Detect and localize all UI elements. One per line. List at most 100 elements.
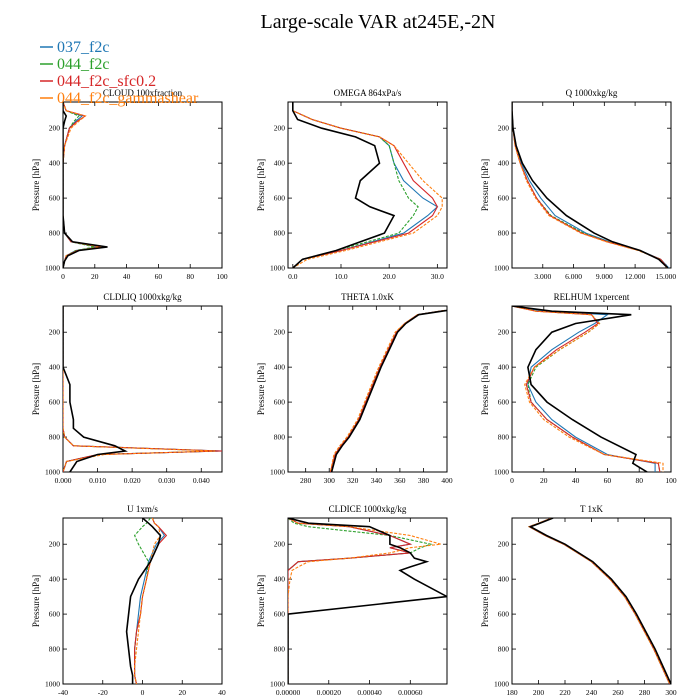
series-line-044-f2c [133,518,151,684]
series-line-044-f2c-sfc0-2 [527,518,671,684]
y-axis-label: Pressure [hPa] [256,575,266,627]
y-tick-label: 800 [274,229,286,238]
x-tick-label: 0.00060 [398,688,423,697]
x-tick-label: 260 [612,688,624,697]
plot-frame [62,305,223,473]
x-tick-label: 0.000 [55,476,72,485]
legend-label: 044_f2c_gammashear [57,90,199,107]
x-tick-label: 340 [371,476,383,485]
y-tick-label: 400 [498,575,510,584]
y-tick-label: 200 [274,124,286,133]
y-tick-label: 400 [498,363,510,372]
series-line-044-f2c [63,102,95,268]
x-tick-label: 100 [665,476,677,485]
x-tick-label: 100 [216,272,228,281]
panel-6: RELHUM 1xpercent Pressure [hPa] 200 400 600 8… [480,292,677,485]
series-line-obs [512,306,648,472]
x-tick-label: 240 [586,688,598,697]
x-tick-label: 40 [572,476,580,485]
series-group [329,309,447,472]
plot-frame [287,101,448,269]
y-axis-label: Pressure [hPa] [256,363,266,415]
x-tick-label: 15.000 [656,272,677,281]
x-tick-label: 80 [635,476,643,485]
series-line-obs [63,102,108,268]
panel-4: CLDLIQ 1000xkg/kg Pressure [hPa] 200 400 600… [31,292,223,485]
x-tick-label: 20 [179,688,187,697]
panel-title: CLDICE 1000xkg/kg [329,504,407,514]
x-tick-label: 40 [218,688,226,697]
y-tick-label: 200 [498,328,510,337]
y-tick-label: 1000 [45,680,60,689]
x-tick-label: 0.0 [288,272,298,281]
y-tick-label: 800 [49,433,61,442]
x-tick-label: 380 [418,476,430,485]
series-line-044-f2c [292,102,419,268]
x-tick-label: 60 [155,272,163,281]
series-line-obs [125,518,162,684]
legend-label: 037_f2c [57,39,109,56]
y-tick-label: 600 [274,610,286,619]
x-tick-label: 80 [186,272,194,281]
y-tick-label: 400 [49,363,61,372]
y-tick-label: 200 [49,328,61,337]
series-line-044-f2c [329,309,445,472]
series-group [512,102,670,268]
y-tick-label: 600 [498,194,510,203]
plot-frame [62,101,223,269]
series-line-037-f2c [288,518,413,684]
y-tick-label: 600 [498,398,510,407]
series-line-037-f2c [63,306,222,472]
panel-title: RELHUM 1xpercent [554,292,630,302]
series-line-044-f2c-sfc0-2 [329,309,445,472]
series-line-037-f2c [512,306,656,472]
series-line-044-f2c-sfc0-2 [134,518,168,684]
panel-title: CLOUD 100xfraction [103,88,183,98]
x-tick-label: 0.040 [193,476,210,485]
series-line-037-f2c [329,309,445,472]
series-line-044-f2c-gammashear [329,309,445,472]
panel-title: OMEGA 864xPa/s [334,88,402,98]
x-tick-label: 0.020 [124,476,141,485]
x-tick-label: 200 [533,688,545,697]
y-tick-label: 1000 [270,468,285,477]
x-tick-label: 300 [665,688,677,697]
x-tick-label: 0.00040 [357,688,382,697]
x-tick-label: 300 [324,476,336,485]
x-tick-label: 360 [394,476,406,485]
x-tick-label: 0 [61,272,65,281]
y-tick-label: 600 [49,194,61,203]
y-tick-label: 800 [274,433,286,442]
series-line-044-f2c-sfc0-2 [63,306,222,472]
series-group [63,306,222,472]
series-line-obs [63,306,128,472]
series-line-obs [330,309,447,472]
y-axis-label: Pressure [hPa] [480,363,490,415]
panel-5: THETA 1.0xK Pressure [hPa] 200 400 600 800 100… [256,292,453,485]
x-tick-label: 10.0 [334,272,347,281]
y-tick-label: 400 [274,575,286,584]
y-tick-label: 200 [274,540,286,549]
series-line-obs [528,518,671,684]
y-tick-label: 1000 [270,264,285,273]
y-tick-label: 800 [498,229,510,238]
x-tick-label: 12.000 [625,272,646,281]
series-line-037-f2c [527,518,671,684]
y-axis-label: Pressure [hPa] [256,159,266,211]
panel-title: CLDLIQ 1000xkg/kg [103,292,182,302]
panel-3: Q 1000xkg/kg Pressure [hPa] 200 400 600 800 10… [480,88,676,281]
y-axis-label: Pressure [hPa] [480,159,490,211]
chart-title: Large-scale VAR at245E,-2N [261,11,496,33]
x-tick-label: 0.00000 [276,688,301,697]
y-axis-label: Pressure [hPa] [480,575,490,627]
y-tick-label: 200 [498,124,510,133]
x-tick-label: -20 [98,688,108,697]
x-tick-label: 40 [123,272,131,281]
x-tick-label: 320 [347,476,359,485]
y-tick-label: 1000 [270,680,285,689]
panel-title: U 1xm/s [127,504,158,514]
plot-frame [511,305,672,473]
